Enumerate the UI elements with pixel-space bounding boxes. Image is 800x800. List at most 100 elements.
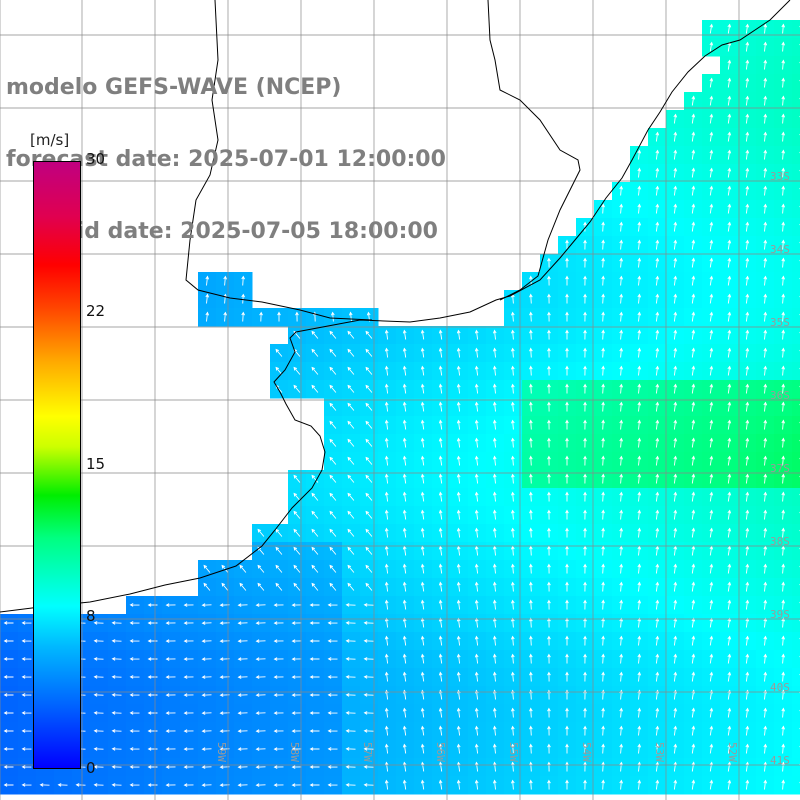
wind-arrow bbox=[510, 311, 515, 322]
wind-arrow bbox=[438, 671, 443, 682]
wind-arrow bbox=[420, 761, 425, 772]
wind-arrow bbox=[365, 564, 373, 573]
wind-arrow bbox=[183, 621, 194, 625]
wind-arrow bbox=[565, 419, 569, 430]
wind-arrow bbox=[111, 783, 122, 787]
wind-arrow bbox=[311, 384, 319, 393]
wind-arrow bbox=[347, 510, 355, 519]
wind-arrow bbox=[529, 545, 533, 556]
wind-arrow bbox=[655, 599, 660, 610]
wind-arrow bbox=[781, 257, 786, 268]
wind-arrow bbox=[655, 473, 660, 484]
wind-arrow bbox=[763, 221, 768, 232]
wind-arrow bbox=[474, 761, 479, 772]
wind-arrow bbox=[273, 693, 284, 697]
wind-arrow bbox=[93, 693, 104, 697]
wind-arrow bbox=[637, 761, 642, 772]
wind-arrow bbox=[565, 581, 569, 592]
wind-arrow bbox=[547, 779, 551, 790]
wind-arrow bbox=[438, 707, 443, 718]
wind-arrow bbox=[763, 563, 768, 574]
wind-arrow bbox=[438, 527, 443, 538]
colorbar-tick-15: 15 bbox=[86, 455, 106, 473]
wind-arrow bbox=[709, 365, 714, 376]
wind-arrow bbox=[727, 671, 732, 682]
wind-arrow bbox=[709, 185, 714, 196]
wind-arrow bbox=[547, 509, 551, 520]
wind-arrow bbox=[547, 599, 551, 610]
wind-arrow bbox=[295, 311, 299, 322]
wind-arrow bbox=[456, 707, 461, 718]
wind-arrow bbox=[727, 347, 732, 358]
wind-arrow bbox=[237, 693, 248, 697]
wind-arrow bbox=[745, 707, 750, 718]
wind-arrow bbox=[691, 761, 696, 772]
wind-arrow bbox=[291, 729, 302, 733]
latitude-label: 36S bbox=[770, 389, 790, 402]
wind-arrow bbox=[565, 383, 569, 394]
wind-arrow bbox=[727, 545, 732, 556]
longitude-label: 54W bbox=[580, 742, 593, 762]
wind-arrow bbox=[673, 293, 678, 304]
wind-arrow bbox=[420, 401, 425, 412]
wind-arrow bbox=[492, 635, 497, 646]
wind-cell bbox=[792, 614, 800, 633]
wind-arrow bbox=[39, 783, 50, 787]
wind-arrow bbox=[474, 491, 479, 502]
wind-arrow bbox=[329, 510, 337, 519]
wind-arrow bbox=[438, 401, 443, 412]
wind-arrow bbox=[165, 783, 176, 787]
wind-arrow bbox=[673, 113, 678, 124]
wind-arrow bbox=[529, 491, 533, 502]
wind-arrow bbox=[781, 131, 786, 142]
wind-arrow bbox=[275, 546, 283, 555]
wind-arrow bbox=[510, 653, 515, 664]
wind-arrow bbox=[637, 167, 642, 178]
wind-arrow bbox=[347, 474, 355, 483]
wind-arrow bbox=[619, 221, 624, 232]
wind-arrow bbox=[781, 275, 786, 286]
wind-arrow bbox=[492, 473, 497, 484]
wind-arrow bbox=[601, 617, 605, 628]
wind-arrow bbox=[492, 563, 497, 574]
wind-arrow bbox=[673, 545, 678, 556]
wind-arrow bbox=[547, 383, 551, 394]
wind-arrow bbox=[709, 41, 714, 52]
wind-arrow bbox=[384, 473, 389, 484]
wind-arrow bbox=[291, 657, 302, 661]
wind-arrow bbox=[402, 635, 407, 646]
wind-arrow bbox=[147, 657, 158, 661]
wind-arrow bbox=[347, 366, 355, 375]
wind-arrow bbox=[601, 725, 605, 736]
wind-arrow bbox=[547, 581, 551, 592]
wind-arrow bbox=[583, 707, 587, 718]
wind-arrow bbox=[259, 311, 263, 322]
wind-arrow bbox=[93, 657, 104, 661]
wind-cell bbox=[792, 542, 800, 561]
wind-arrow bbox=[384, 743, 389, 754]
wind-arrow bbox=[111, 657, 122, 661]
wind-arrow bbox=[183, 675, 194, 679]
wind-arrow bbox=[420, 437, 425, 448]
wind-arrow bbox=[781, 491, 786, 502]
wind-arrow bbox=[619, 545, 624, 556]
wind-arrow bbox=[147, 747, 158, 751]
wind-arrow bbox=[474, 419, 479, 430]
wind-arrow bbox=[273, 783, 284, 787]
wind-arrow bbox=[709, 329, 714, 340]
wind-cell bbox=[792, 380, 800, 399]
wind-cell bbox=[792, 596, 800, 615]
wind-arrow bbox=[183, 765, 194, 769]
wind-arrow bbox=[673, 437, 678, 448]
wind-arrow bbox=[311, 366, 319, 375]
wind-arrow bbox=[727, 257, 732, 268]
wind-arrow bbox=[547, 761, 551, 772]
wind-arrow bbox=[619, 401, 624, 412]
wind-arrow bbox=[655, 545, 660, 556]
wind-arrow bbox=[547, 347, 551, 358]
wind-arrow bbox=[619, 725, 624, 736]
wind-arrow bbox=[474, 779, 479, 790]
wind-arrow bbox=[456, 365, 461, 376]
wind-arrow bbox=[347, 438, 355, 447]
wind-arrow bbox=[691, 779, 696, 790]
